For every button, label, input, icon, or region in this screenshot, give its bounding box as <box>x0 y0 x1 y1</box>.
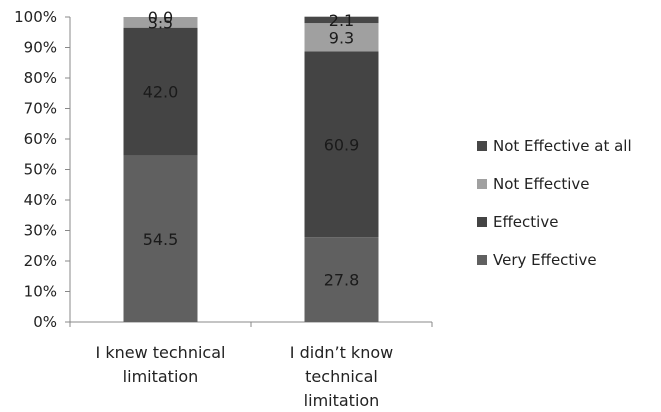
axes: 0% 10% 20% 30% 40% 50% 60% 70% 80% 90% 100% I knew … <box>14 8 433 410</box>
y-tick-label: 60% <box>24 130 57 148</box>
y-tick-label: 80% <box>24 69 57 87</box>
data-label: 27.8 <box>324 271 360 290</box>
y-tick-label: 40% <box>24 191 57 209</box>
legend-swatch <box>477 141 487 151</box>
bar-segment <box>123 27 198 156</box>
legend-label: Very Effective <box>493 251 597 269</box>
legend-swatch <box>477 179 487 189</box>
data-label: 60.9 <box>324 135 360 154</box>
data-label: 3.5 <box>148 13 173 32</box>
bar-segment <box>304 51 379 238</box>
data-label: 0.0 <box>148 8 173 27</box>
bars <box>123 16 379 322</box>
data-label: 42.0 <box>143 83 179 102</box>
y-tick-label: 10% <box>24 283 57 301</box>
bar-segment <box>123 155 198 322</box>
data-label: 54.5 <box>143 230 179 249</box>
legend: Not Effective at all Not Effective Effecti… <box>477 137 632 269</box>
x-category-label: I didn’t know technical limitation <box>290 343 393 410</box>
y-tick-label: 30% <box>24 222 57 240</box>
legend-swatch <box>477 255 487 265</box>
legend-label: Effective <box>493 213 558 231</box>
legend-label: Not Effective <box>493 175 590 193</box>
y-tick-label: 20% <box>24 252 57 270</box>
x-category-label: I knew technical limitation <box>96 343 226 386</box>
bar-segment <box>304 23 379 52</box>
bar-segment <box>304 237 379 322</box>
y-tick-label: 100% <box>14 8 57 26</box>
y-tick-label: 70% <box>24 100 57 118</box>
y-tick-label: 90% <box>24 39 57 57</box>
data-labels: 54.5 42.0 3.50.0 27.8 60.9 9.32.1 <box>143 8 360 290</box>
y-tick-label: 50% <box>24 161 57 179</box>
data-label: 9.3 <box>329 28 354 47</box>
y-tick-label: 0% <box>33 313 57 331</box>
data-label: 2.1 <box>329 11 354 30</box>
bar-segment <box>304 16 379 24</box>
bar-segment <box>123 17 198 28</box>
legend-label: Not Effective at all <box>493 137 632 155</box>
legend-swatch <box>477 217 487 227</box>
